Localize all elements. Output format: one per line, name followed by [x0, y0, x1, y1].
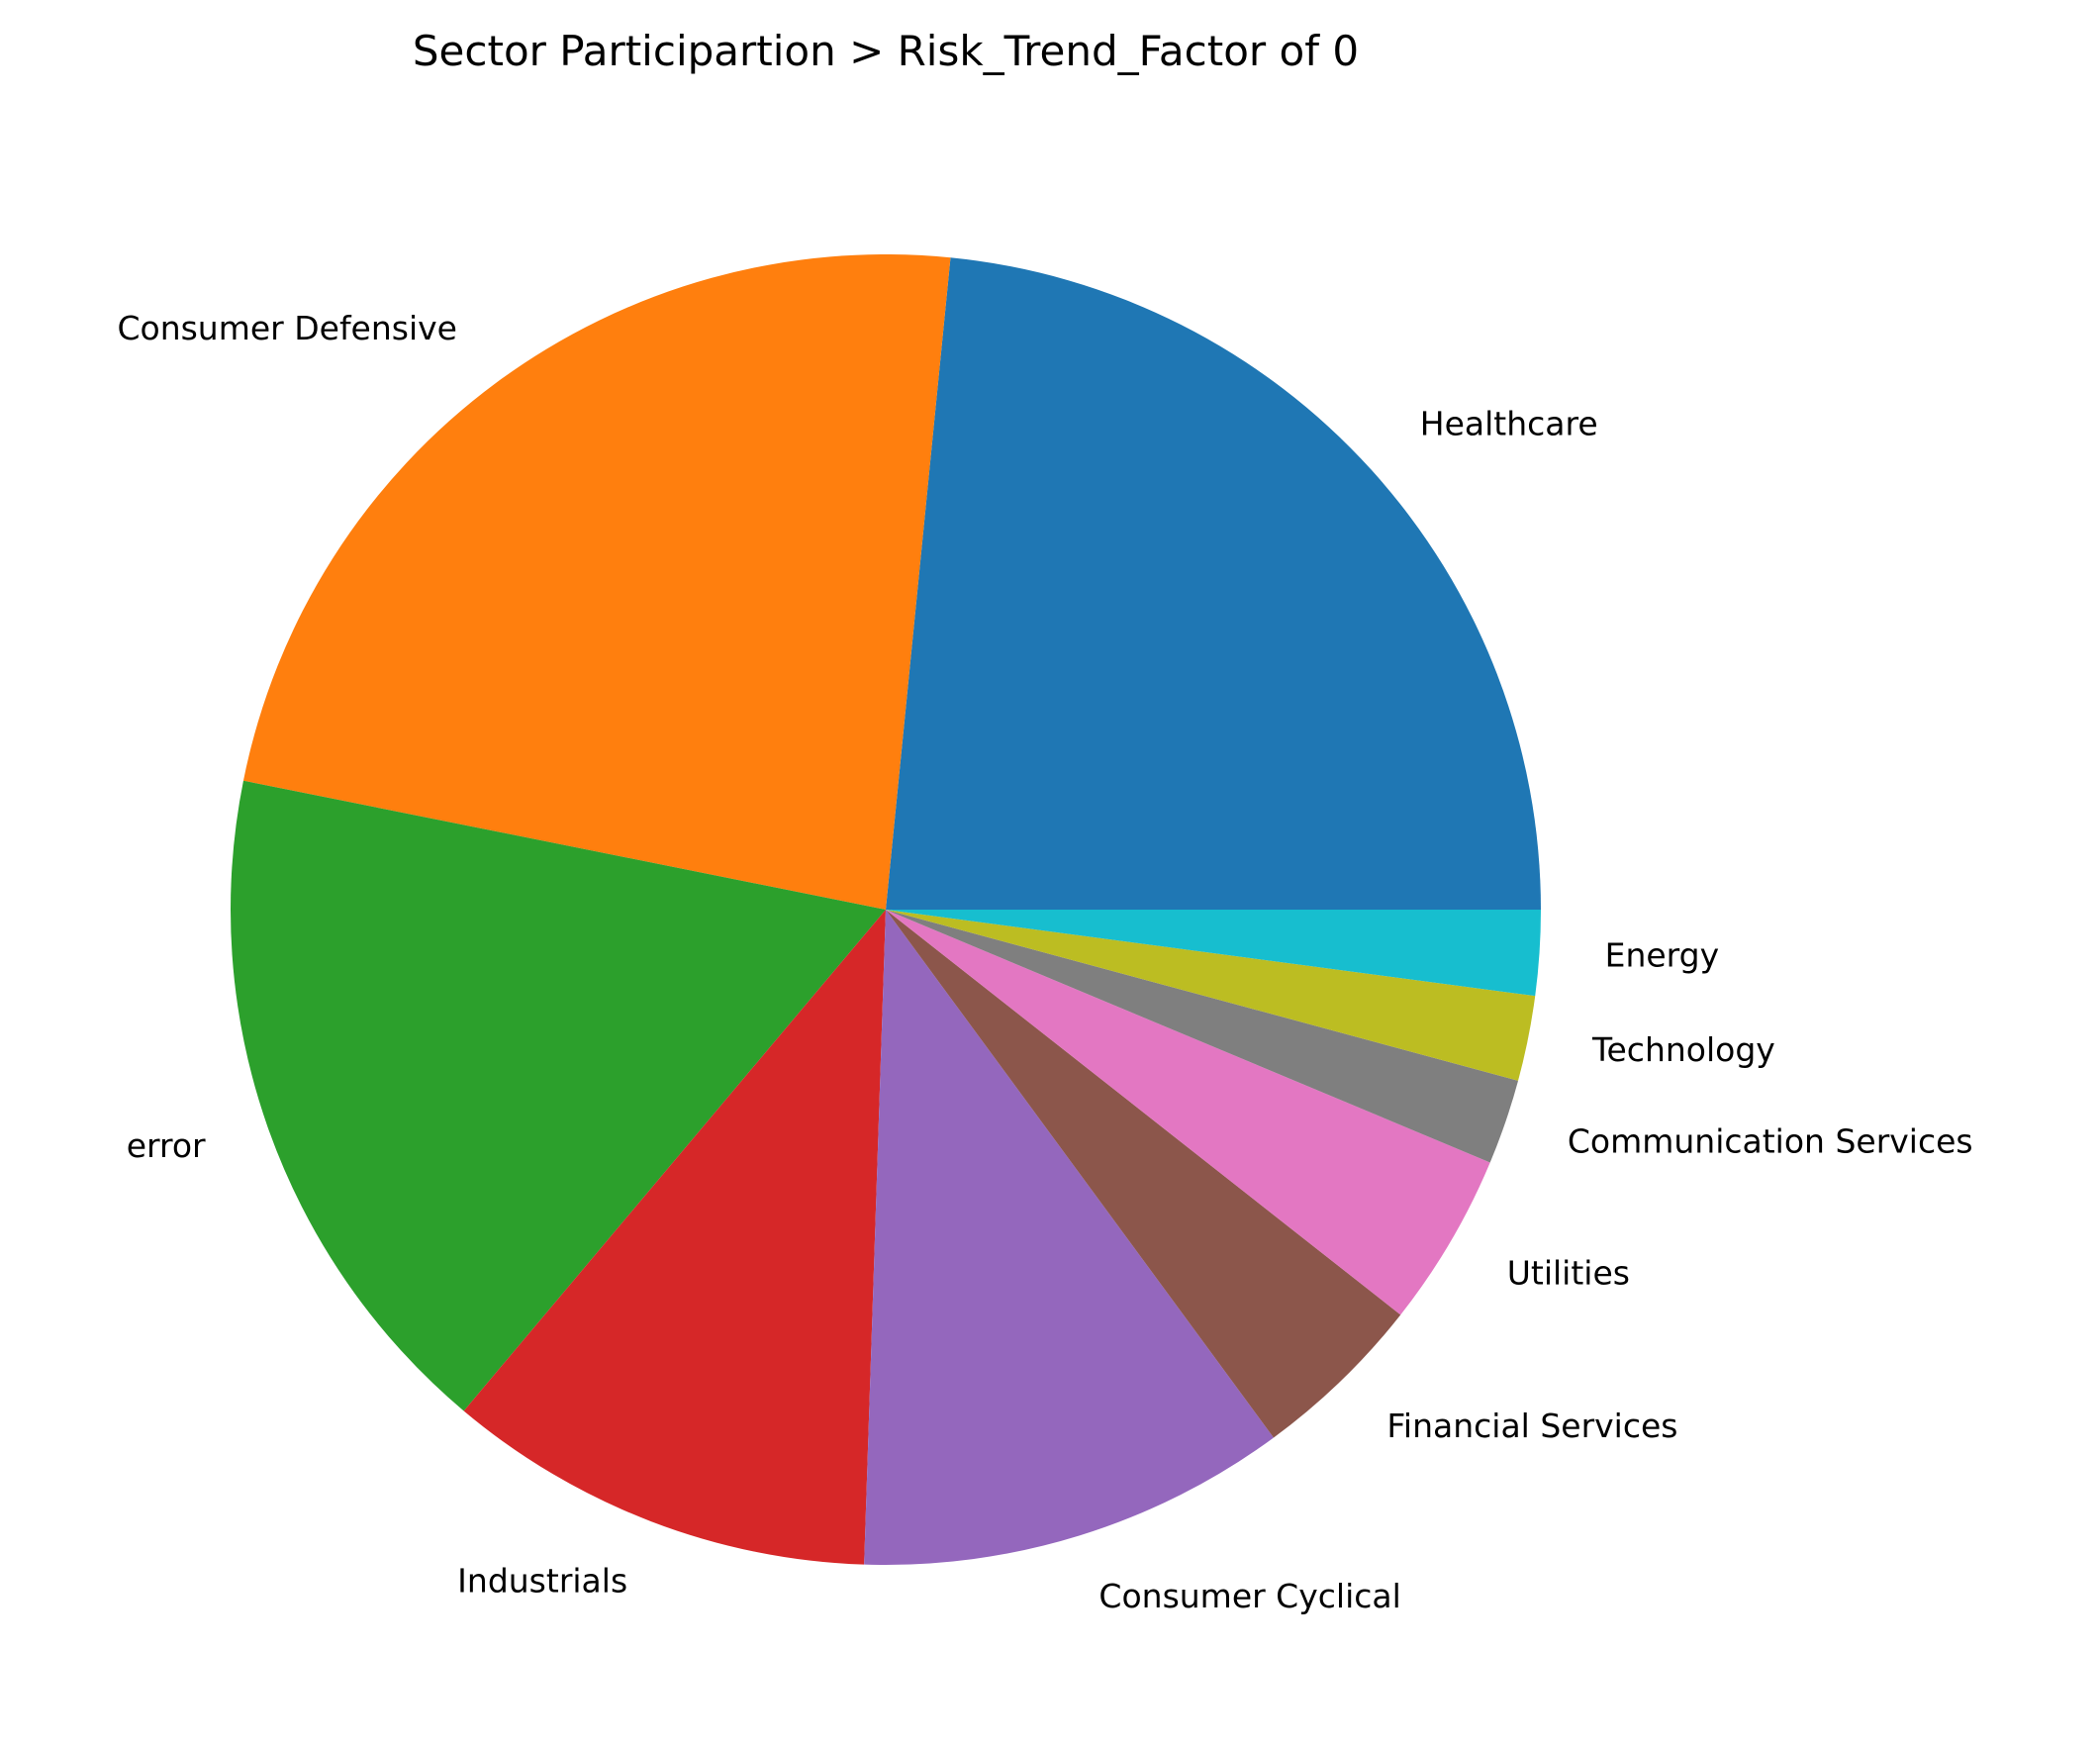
pie-slice-consumer-cyclical: [864, 910, 1274, 1565]
slice-label-error: error: [127, 1126, 206, 1165]
slice-label-industrials: Industrials: [457, 1561, 627, 1600]
pie-slice-consumer-defensive: [242, 254, 951, 910]
pie-slice-financial-services: [886, 910, 1401, 1438]
pie-slice-communication-services: [886, 910, 1519, 1163]
slice-label-financial-services: Financial Services: [1386, 1407, 1677, 1445]
pie-slices: [231, 254, 1541, 1565]
pie-slice-error: [231, 780, 887, 1411]
pie-slice-technology: [886, 910, 1536, 1081]
slice-label-healthcare: Healthcare: [1420, 405, 1598, 443]
slice-label-consumer-cyclical: Consumer Cyclical: [1098, 1577, 1400, 1615]
slice-label-energy: Energy: [1605, 936, 1720, 975]
pie-labels: Healthcare Consumer Defensive error Industr…: [117, 309, 1972, 1615]
pie-slice-energy: [886, 910, 1541, 997]
chart-title: Sector Participartion > Risk_Trend_Facto…: [413, 27, 1359, 75]
slice-label-utilities: Utilities: [1507, 1254, 1630, 1293]
pie-slice-industrials: [463, 910, 886, 1565]
slice-label-consumer-defensive: Consumer Defensive: [117, 309, 457, 347]
slice-label-technology: Technology: [1591, 1030, 1775, 1069]
pie-slice-utilities: [886, 910, 1490, 1315]
pie-slice-healthcare: [886, 257, 1541, 910]
slice-label-communication-services: Communication Services: [1568, 1122, 1973, 1161]
